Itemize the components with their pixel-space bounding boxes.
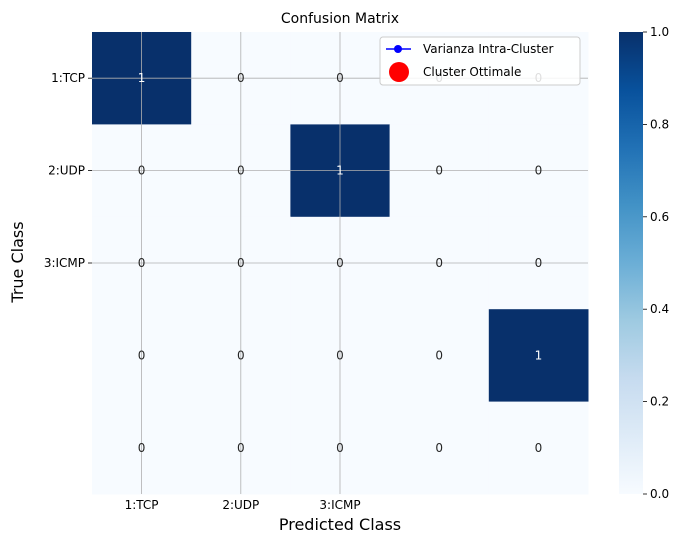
cell-value-label: 0 <box>535 441 543 455</box>
cell-value-label: 0 <box>237 71 245 85</box>
colorbar <box>619 32 643 494</box>
x-tick-label: 1:TCP <box>125 498 159 512</box>
cell-value-label: 0 <box>138 441 146 455</box>
y-axis-label: True Class <box>8 221 27 303</box>
y-tick-label: 3:ICMP <box>44 256 85 270</box>
x-tick-label: 2:UDP <box>222 498 259 512</box>
cell-value-label: 0 <box>336 256 344 270</box>
cell-value-label: 0 <box>435 256 443 270</box>
cell-value-label: 1 <box>535 348 543 362</box>
heatmap-cell <box>389 401 490 495</box>
colorbar-ticks: 0.0 0.2 0.4 0.6 0.8 1.0 <box>643 25 669 501</box>
legend-line-dot-marker <box>394 45 402 53</box>
cell-value-label: 0 <box>138 256 146 270</box>
colorbar-tick-label: 0.0 <box>650 487 669 501</box>
cell-value-label: 0 <box>435 164 443 178</box>
grid-lines <box>92 32 588 494</box>
cell-value-label: 0 <box>435 441 443 455</box>
colorbar-tick-label: 0.6 <box>650 210 669 224</box>
legend-dot-marker <box>389 62 409 82</box>
colorbar-tick-label: 0.4 <box>650 302 669 316</box>
cell-value-label: 0 <box>535 256 543 270</box>
cell-value-label: 1 <box>336 164 344 178</box>
heatmap-cell <box>488 309 589 403</box>
cell-value-label: 0 <box>336 441 344 455</box>
axis-ticks: 1:TCP 2:UDP 3:ICMP 1:TCP 2:UDP 3:ICMP <box>44 71 361 512</box>
cell-value-label: 0 <box>535 164 543 178</box>
cell-value-label: 0 <box>435 348 443 362</box>
legend: Varianza Intra-Cluster Cluster Ottimale <box>379 36 581 86</box>
y-tick-label: 2:UDP <box>48 164 85 178</box>
cell-value-label: 1 <box>138 71 146 85</box>
cell-value-label: 0 <box>237 164 245 178</box>
legend-entry-varianza: Varianza Intra-Cluster <box>423 42 553 56</box>
legend-entry-cluster: Cluster Ottimale <box>423 65 521 79</box>
colorbar-tick-label: 0.2 <box>650 395 669 409</box>
x-tick-label: 3:ICMP <box>319 498 360 512</box>
colorbar-tick-label: 0.8 <box>650 117 669 131</box>
cell-value-labels: 1000000100000000000100000 <box>138 71 542 455</box>
cell-value-label: 0 <box>336 348 344 362</box>
cell-value-label: 0 <box>237 348 245 362</box>
cell-value-label: 0 <box>237 256 245 270</box>
cell-value-label: 0 <box>237 441 245 455</box>
heatmap-cell <box>389 309 490 403</box>
y-tick-label: 1:TCP <box>51 71 85 85</box>
x-axis-label: Predicted Class <box>279 515 401 534</box>
cell-value-label: 0 <box>138 164 146 178</box>
cell-value-label: 0 <box>336 71 344 85</box>
colorbar-tick-label: 1.0 <box>650 25 669 39</box>
legend-frame <box>379 36 581 86</box>
chart-title: Confusion Matrix <box>281 11 399 27</box>
heatmap-cell <box>488 401 589 495</box>
cell-value-label: 0 <box>138 348 146 362</box>
